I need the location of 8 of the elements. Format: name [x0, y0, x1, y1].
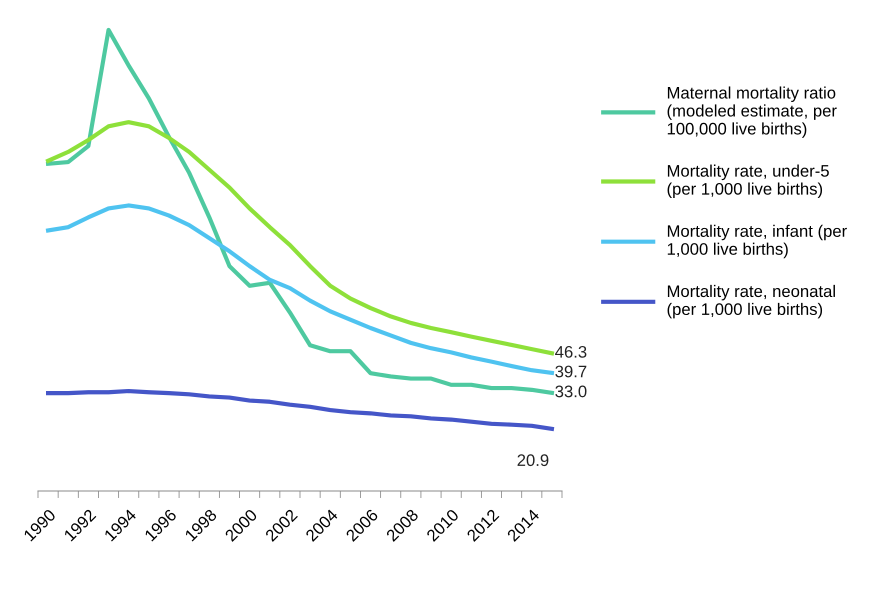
data-label: 46.3: [555, 346, 586, 358]
data-label: 20.9: [518, 454, 548, 466]
legend-label: Mortality rate, neonatal (per 1,000 live births): [668, 284, 835, 318]
data-label: 33.0: [555, 386, 586, 398]
legend-label: Maternal mortality ratio (modeled estimate, per 100,000 live births): [668, 86, 837, 138]
data-label: 39.7: [555, 366, 586, 378]
legend-label: Mortality rate, infant (per 1,000 live births): [668, 224, 847, 258]
legend-label: Mortality rate, under-5 (per 1,000 live births): [668, 164, 829, 198]
